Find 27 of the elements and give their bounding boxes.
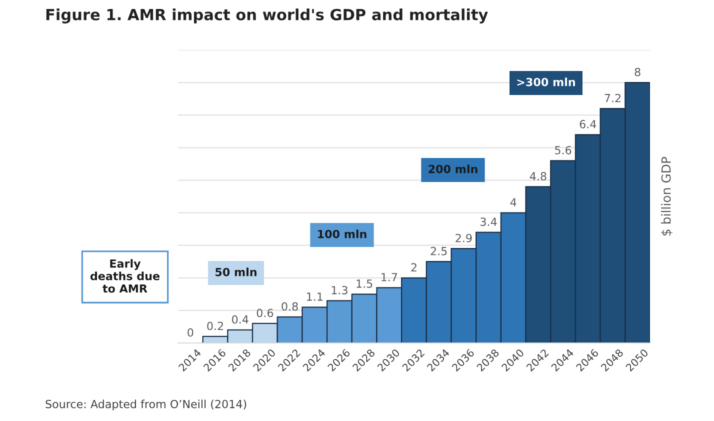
annotation: 100 mln: [318, 230, 366, 238]
data-label: 1.3: [332, 286, 348, 294]
data-label: 2.9: [456, 234, 472, 242]
data-label: 2.5: [430, 246, 447, 256]
data-label: 3.4: [480, 218, 497, 226]
data-label: 8: [634, 68, 640, 76]
data-label: 0.4: [232, 315, 248, 324]
chart-title: Figure 1. AMR impact on world's GDP and mortality: [46, 8, 488, 24]
data-label: 5.6: [555, 146, 572, 154]
data-label: 4: [510, 198, 516, 206]
data-label: 1.7: [382, 273, 398, 282]
annotation: >300 mln: [517, 78, 575, 86]
data-label: 0.6: [256, 308, 274, 318]
data-label: 1.1: [307, 292, 322, 301]
data-label: 0.8: [282, 302, 298, 311]
annotation: 50 mln: [216, 268, 256, 276]
data-label: 0.2: [207, 322, 223, 330]
annotation: 200 mln: [428, 164, 478, 174]
y-axis-title: $ billion GDP: [661, 156, 672, 236]
data-label: 2: [411, 263, 416, 272]
data-label: 4.8: [530, 172, 546, 180]
data-label: 1.5: [356, 280, 372, 288]
data-label: 7.2: [604, 94, 620, 102]
text: Early deaths due to AMR: [90, 259, 160, 293]
source-note: Source: Adapted from O’Neill (2014): [46, 400, 246, 410]
data-label: 0: [188, 328, 194, 337]
data-label: 6.4: [580, 120, 596, 128]
